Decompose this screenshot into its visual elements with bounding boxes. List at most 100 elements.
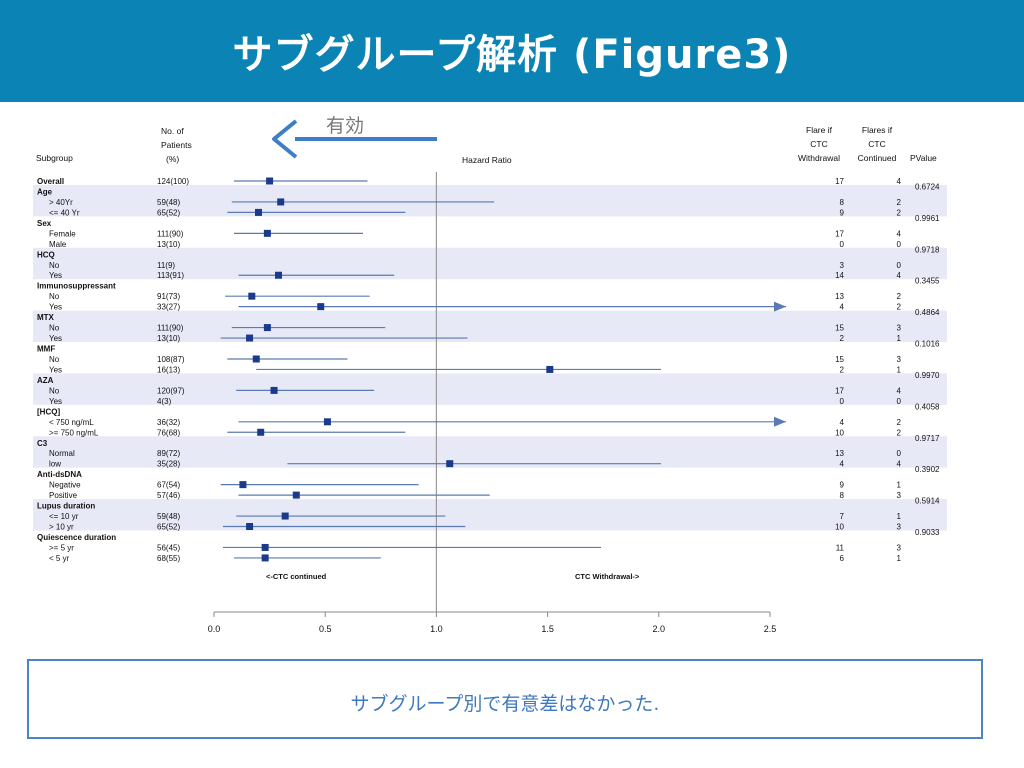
hazard-ratio-marker <box>266 177 274 185</box>
subgroup-label: Yes <box>49 397 62 406</box>
hazard-ratio-marker <box>248 292 256 300</box>
flare-continued-value: 4 <box>897 271 902 280</box>
patients-value: 113(91) <box>157 271 184 280</box>
effective-arrow-head <box>272 119 298 159</box>
patients-value: 33(27) <box>157 303 180 312</box>
header-hazard-ratio: Hazard Ratio <box>462 155 512 165</box>
flare-continued-value: 2 <box>897 428 902 437</box>
row-band <box>33 436 947 468</box>
flare-continued-value: 2 <box>897 303 902 312</box>
flare-continued-value: 2 <box>897 292 902 301</box>
header-patients-2: Patients <box>161 140 192 150</box>
row-band <box>33 247 947 280</box>
patients-value: 124(100) <box>157 177 189 186</box>
patients-value: 68(55) <box>157 554 180 563</box>
header-flare-continued-2: CTC <box>868 139 885 149</box>
flare-continued-value: 1 <box>897 554 902 563</box>
patients-value: 67(54) <box>157 481 180 490</box>
x-tick-label: 2.0 <box>653 624 666 634</box>
x-ticks: 0.0 0.5 1.0 1.5 2.0 2.5 <box>208 612 777 634</box>
p-value: 0.3455 <box>915 277 940 286</box>
forest-rows: Overall 124(100) 17 4 Age 0.6724 > 40Yr 59(48) 8… <box>37 177 940 563</box>
direction-right-label: CTC Withdrawal-> <box>575 572 640 581</box>
subgroup-header-label: HCQ <box>37 250 55 259</box>
hazard-ratio-marker <box>263 229 271 237</box>
flare-withdrawal-value: 4 <box>840 303 845 312</box>
p-value: 0.4864 <box>915 308 940 317</box>
x-tick-label: 1.0 <box>430 624 443 634</box>
flare-withdrawal-value: 10 <box>835 428 844 437</box>
hazard-ratio-marker <box>317 303 325 311</box>
header-pvalue: PValue <box>910 153 937 163</box>
p-value: 0.9033 <box>915 528 940 537</box>
subgroup-label: low <box>49 460 61 469</box>
effective-label: 有効 <box>326 115 364 137</box>
flare-continued-value: 3 <box>897 523 902 532</box>
patients-value: 59(48) <box>157 198 180 207</box>
p-value: 0.6724 <box>915 182 940 191</box>
header-patients-1: No. of <box>161 126 184 136</box>
p-value: 0.9718 <box>915 245 940 254</box>
row-band <box>33 310 947 343</box>
x-tick-label: 0.5 <box>319 624 332 634</box>
subgroup-header-label: Overall <box>37 177 64 186</box>
subgroup-label: < 5 yr <box>49 554 70 563</box>
flare-withdrawal-value: 11 <box>836 543 845 552</box>
hazard-ratio-marker <box>261 543 269 551</box>
patients-value: 56(45) <box>157 543 180 552</box>
subgroup-header-label: Quiescence duration <box>37 533 116 542</box>
subgroup-header-label: Age <box>37 187 53 196</box>
patients-value: 65(52) <box>157 523 180 532</box>
patients-value: 11(9) <box>157 261 175 270</box>
subgroup-label: Positive <box>49 491 78 500</box>
patients-value: 13(10) <box>157 240 180 249</box>
flare-continued-value: 3 <box>897 543 902 552</box>
flare-withdrawal-value: 15 <box>835 355 844 364</box>
header-subgroup: Subgroup <box>36 153 73 163</box>
flare-continued-value: 3 <box>897 491 902 500</box>
flare-continued-value: 2 <box>897 418 902 427</box>
patients-value: 35(28) <box>157 460 180 469</box>
subgroup-label: > 40Yr <box>49 198 73 207</box>
p-value: 0.1016 <box>915 340 940 349</box>
hazard-ratio-marker <box>546 365 554 373</box>
direction-left-label: <-CTC continued <box>266 572 327 581</box>
flare-withdrawal-value: 8 <box>840 198 845 207</box>
flare-withdrawal-value: 17 <box>835 229 844 238</box>
flare-withdrawal-value: 9 <box>840 481 845 490</box>
effective-annotation: 有効 <box>272 115 437 159</box>
p-value: 0.9717 <box>915 434 940 443</box>
flare-withdrawal-value: 15 <box>835 324 844 333</box>
subgroup-label: >= 750 ng/mL <box>49 428 99 437</box>
flare-withdrawal-value: 17 <box>835 386 844 395</box>
patients-value: 108(87) <box>157 355 185 364</box>
flare-continued-value: 2 <box>897 208 902 217</box>
subgroup-label: Yes <box>49 365 62 374</box>
subgroup-label: No <box>49 324 60 333</box>
hazard-ratio-marker <box>254 208 262 216</box>
p-value: 0.4058 <box>915 402 940 411</box>
subgroup-label: Female <box>49 229 76 238</box>
hazard-ratio-marker <box>239 481 247 489</box>
patients-value: 36(32) <box>157 418 180 427</box>
subgroup-label: Negative <box>49 481 81 490</box>
patients-value: 111(90) <box>157 229 184 238</box>
patients-value: 91(73) <box>157 292 180 301</box>
hazard-ratio-marker <box>292 491 300 499</box>
hazard-ratio-marker <box>274 271 282 279</box>
flare-continued-value: 4 <box>897 229 902 238</box>
hazard-ratio-marker <box>277 198 285 206</box>
subgroup-header-label: Anti-dsDNA <box>37 470 82 479</box>
subgroup-header-label: [HCQ] <box>37 407 60 416</box>
x-tick-label: 2.5 <box>764 624 777 634</box>
row-band <box>33 184 947 217</box>
x-tick-label: 0.0 <box>208 624 221 634</box>
flare-continued-value: 4 <box>897 386 902 395</box>
subgroup-label: Normal <box>49 449 75 458</box>
header-flare-withdrawal-3: Withdrawal <box>798 153 840 163</box>
subgroup-header-label: Lupus duration <box>37 502 95 511</box>
flare-withdrawal-value: 2 <box>840 334 845 343</box>
flare-continued-value: 0 <box>897 449 902 458</box>
hazard-ratio-marker <box>323 418 331 426</box>
flare-continued-value: 3 <box>897 324 902 333</box>
